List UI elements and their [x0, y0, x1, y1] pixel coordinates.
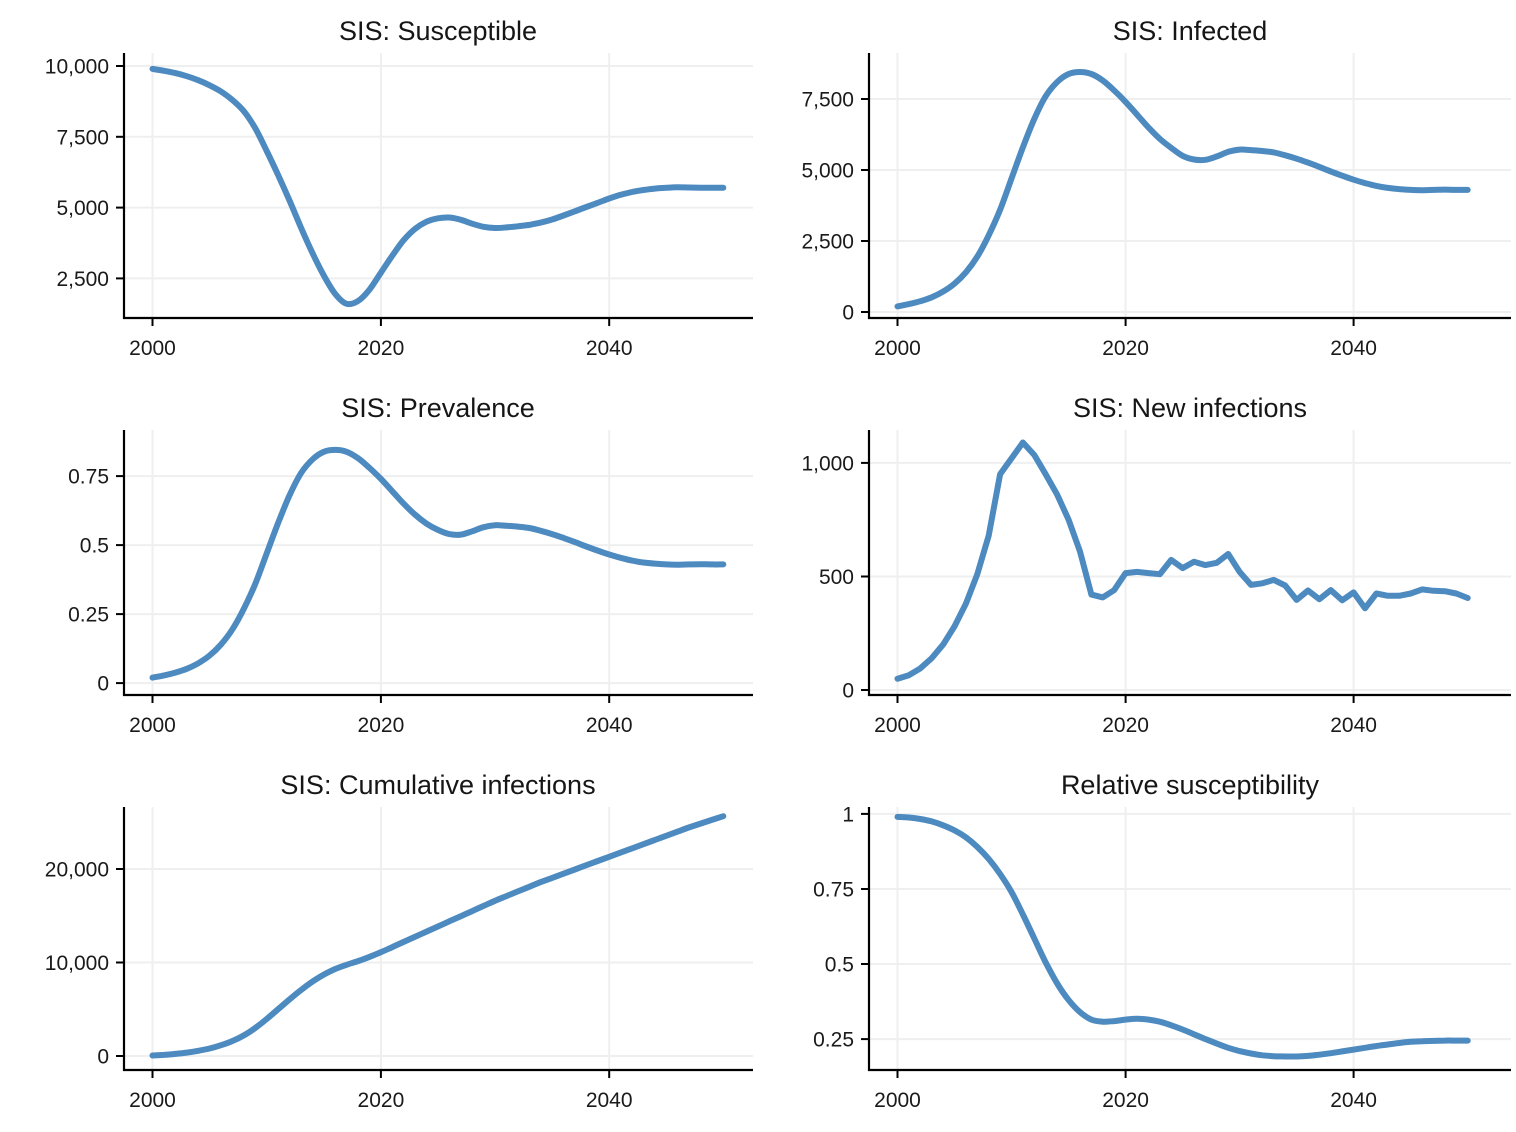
x-tick-label: 2040 [586, 714, 633, 737]
y-tick-label: 0.25 [813, 1029, 854, 1052]
y-tick-label: 500 [819, 566, 854, 589]
x-tick-label: 2020 [358, 337, 405, 360]
y-tick-label: 0.75 [68, 466, 109, 489]
y-tick-label: 0 [842, 302, 854, 325]
x-tick-label: 2040 [1330, 1089, 1377, 1112]
y-tick-label: 0 [842, 680, 854, 703]
chart-canvas: 0 0.25 0.5 0.75 2000 2020 2040 SIS: Prevalence [68, 393, 753, 737]
y-tick-label: 0 [97, 1046, 109, 1069]
x-tick-label: 2000 [874, 714, 921, 737]
axes-layer: 0 500 1,000 2000 2020 2040 [801, 430, 1511, 737]
series-line [894, 439, 1471, 682]
y-tick-label: 10,000 [45, 56, 109, 79]
y-tick-label: 10,000 [45, 952, 109, 975]
y-tick-label: 2,500 [801, 231, 854, 254]
series-line [894, 813, 1471, 1060]
chart-title: Relative susceptibility [1061, 770, 1320, 800]
series-line [149, 65, 727, 308]
chart-canvas: 0 500 1,000 2000 2020 2040 SIS: New infection… [801, 393, 1511, 737]
chart-relative-susceptibility: 0.25 0.5 0.75 1 2000 2020 2040 Relative suscep… [758, 754, 1516, 1132]
y-tick-label: 5,000 [56, 197, 109, 220]
y-tick-label: 0.5 [80, 535, 109, 558]
x-tick-label: 2000 [129, 1089, 176, 1112]
y-tick-label: 20,000 [45, 859, 109, 882]
axes-layer: 0.25 0.5 0.75 1 2000 2020 2040 [813, 803, 1511, 1112]
chart-sis-infected: 0 2,500 5,000 7,500 2000 2020 2040 SIS: Infect… [758, 0, 1516, 377]
chart-sis-cumulative-infections: 0 10,000 20,000 2000 2020 2040 SIS: Cumulativ… [0, 754, 758, 1132]
chart-sis-prevalence: 0 0.25 0.5 0.75 2000 2020 2040 SIS: Prevalence [0, 377, 758, 754]
chart-sis-susceptible: 2,500 5,000 7,500 10,000 2000 2020 2040 SIS: S… [0, 0, 758, 377]
axes-layer: 0 2,500 5,000 7,500 2000 2020 2040 [801, 53, 1511, 360]
x-tick-label: 2040 [1330, 337, 1377, 360]
x-tick-label: 2000 [129, 337, 176, 360]
y-tick-label: 0 [97, 673, 109, 696]
chart-title: SIS: New infections [1073, 393, 1307, 423]
chart-canvas: 0.25 0.5 0.75 1 2000 2020 2040 Relative suscep… [813, 770, 1511, 1112]
y-tick-label: 0.25 [68, 604, 109, 627]
series-line [149, 813, 727, 1059]
y-tick-label: 1 [842, 803, 854, 826]
x-tick-label: 2000 [129, 714, 176, 737]
axes-layer: 0 0.25 0.5 0.75 2000 2020 2040 [68, 430, 753, 737]
axes-layer: 0 10,000 20,000 2000 2020 2040 [45, 807, 753, 1112]
x-tick-label: 2020 [1102, 337, 1149, 360]
x-tick-label: 2020 [358, 1089, 405, 1112]
y-tick-label: 5,000 [801, 160, 854, 183]
x-tick-label: 2040 [586, 1089, 633, 1112]
series-line [894, 69, 1471, 310]
x-tick-label: 2040 [1330, 714, 1377, 737]
x-tick-label: 2000 [874, 337, 921, 360]
chart-canvas: 2,500 5,000 7,500 10,000 2000 2020 2040 SIS: S… [45, 16, 753, 360]
chart-title: SIS: Infected [1113, 16, 1268, 46]
x-tick-label: 2020 [358, 714, 405, 737]
chart-title: SIS: Cumulative infections [280, 770, 595, 800]
y-tick-label: 1,000 [801, 452, 854, 475]
x-tick-label: 2040 [586, 337, 633, 360]
y-tick-label: 0.5 [825, 954, 854, 977]
y-tick-label: 7,500 [801, 89, 854, 112]
y-tick-label: 0.75 [813, 879, 854, 902]
axes-layer: 2,500 5,000 7,500 10,000 2000 2020 2040 [45, 53, 753, 360]
x-tick-label: 2000 [874, 1089, 921, 1112]
chart-canvas: 0 2,500 5,000 7,500 2000 2020 2040 SIS: Infect… [801, 16, 1511, 360]
chart-canvas: 0 10,000 20,000 2000 2020 2040 SIS: Cumulativ… [45, 770, 753, 1112]
chart-sis-new-infections: 0 500 1,000 2000 2020 2040 SIS: New infection… [758, 377, 1516, 754]
chart-title: SIS: Susceptible [339, 16, 537, 46]
chart-title: SIS: Prevalence [341, 393, 535, 423]
x-tick-label: 2020 [1102, 1089, 1149, 1112]
series-line [149, 446, 727, 681]
x-tick-label: 2020 [1102, 714, 1149, 737]
y-tick-label: 2,500 [56, 268, 109, 291]
y-tick-label: 7,500 [56, 126, 109, 149]
